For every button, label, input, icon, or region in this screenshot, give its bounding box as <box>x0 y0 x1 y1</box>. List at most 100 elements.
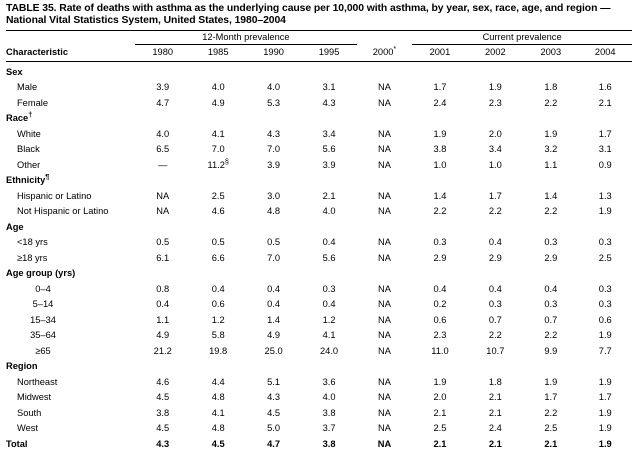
section-header-row: Sex <box>6 65 632 80</box>
section-empty-cells <box>135 65 632 80</box>
row-label-hispanic-or-latino: Hispanic or Latino <box>17 190 92 201</box>
column-header-1980: 1980 <box>152 47 174 58</box>
cell-south-2004: 1.9 <box>598 407 612 418</box>
cell-northeast-2001: 1.9 <box>433 376 447 387</box>
cell-not-hispanic-or-latino-1990: 4.8 <box>267 206 281 217</box>
cell-18-yrs-1995: 0.4 <box>322 237 336 248</box>
cell-south-2001: 2.1 <box>433 407 447 418</box>
column-header-2002: 2002 <box>485 47 506 58</box>
table-row: ≥65 21.2 19.8 25.0 24.0 NA 11.0 10.7 9.9 7.7 <box>6 344 632 359</box>
cell-total-1985: 4.5 <box>211 438 225 449</box>
cell-male-2003: 1.8 <box>544 82 558 93</box>
cell-5-14-2002: 0.3 <box>488 299 502 310</box>
cell-total-2004: 1.9 <box>598 438 612 449</box>
cell-not-hispanic-or-latino-2004: 1.9 <box>598 206 612 217</box>
cell-18-yrs-2004: 0.3 <box>598 237 612 248</box>
cell-west-1985: 4.8 <box>211 423 225 434</box>
table-row: Hispanic or Latino NA 2.5 3.0 2.1 NA 1.4 1.7 1.4… <box>6 189 632 204</box>
cell-south-1985: 4.1 <box>211 407 225 418</box>
group-header-current-prevalence: Current prevalence <box>482 32 562 43</box>
cell-15-34-2000: NA <box>378 314 391 325</box>
section-label-age-group-yrs: Age group (yrs) <box>6 268 76 279</box>
column-header-1995: 1995 <box>318 47 340 58</box>
column-header-2000: 2000* <box>372 44 397 58</box>
section-label-ethnicity: Ethnicity¶ <box>6 172 50 186</box>
row-label-male: Male <box>17 82 38 93</box>
cell-hispanic-or-latino-2004: 1.3 <box>598 190 612 201</box>
cell-0-4-1990: 0.4 <box>267 283 281 294</box>
section-empty-cells <box>135 220 632 235</box>
cell-northeast-2002: 1.8 <box>488 376 502 387</box>
row-label-18-yrs: <18 yrs <box>17 237 48 248</box>
cell-hispanic-or-latino-2002: 1.7 <box>488 190 502 201</box>
cell-total-2002: 2.1 <box>488 438 502 449</box>
group-header-row: 12-Month prevalence Current prevalence <box>6 32 632 44</box>
table-row: 35–64 4.9 5.8 4.9 4.1 NA 2.3 2.2 2.2 1.9 <box>6 328 632 343</box>
cell-0-4-1995: 0.3 <box>322 283 336 294</box>
section-header-row: Ethnicity¶ <box>6 173 632 188</box>
cell-white-1990: 4.3 <box>267 128 281 139</box>
cell-65-1990: 25.0 <box>264 345 283 356</box>
row-label-midwest: Midwest <box>17 392 52 403</box>
cell-35-64-2002: 2.2 <box>488 330 502 341</box>
cell-0-4-1980: 0.8 <box>156 283 170 294</box>
cell-35-64-1980: 4.9 <box>156 330 170 341</box>
cell-total-1995: 3.8 <box>322 438 336 449</box>
cell-15-34-2003: 0.7 <box>544 314 558 325</box>
cell-35-64-2001: 2.3 <box>433 330 447 341</box>
table-row: Female 4.7 4.9 5.3 4.3 NA 2.4 2.3 2.2 2.1 <box>6 96 632 111</box>
cell-15-34-2001: 0.6 <box>433 314 447 325</box>
cell-black-2001: 3.8 <box>433 144 447 155</box>
cell-18-yrs-2003: 2.9 <box>544 252 558 263</box>
group-underline <box>412 44 632 46</box>
table-row: <18 yrs 0.5 0.5 0.5 0.4 NA 0.3 0.4 0.3 0.3 <box>6 235 632 250</box>
cell-0-4-1985: 0.4 <box>211 283 225 294</box>
cell-15-34-2004: 0.6 <box>598 314 612 325</box>
section-header-row: Race† <box>6 111 632 126</box>
table-row: 0–4 0.8 0.4 0.4 0.3 NA 0.4 0.4 0.4 0.3 <box>6 282 632 297</box>
cell-5-14-2004: 0.3 <box>598 299 612 310</box>
cell-female-2001: 2.4 <box>433 97 447 108</box>
cell-west-2002: 2.4 <box>488 423 502 434</box>
cell-other-1980: — <box>158 159 168 170</box>
cell-female-2004: 2.1 <box>598 97 612 108</box>
cell-south-1990: 4.5 <box>267 407 281 418</box>
cell-white-2002: 2.0 <box>488 128 502 139</box>
cell-male-1985: 4.0 <box>211 82 225 93</box>
row-label-18-yrs: ≥18 yrs <box>17 252 48 263</box>
cell-black-2004: 3.1 <box>598 144 612 155</box>
cell-18-yrs-1990: 0.5 <box>267 237 281 248</box>
row-label-female: Female <box>17 97 49 108</box>
cell-65-2004: 7.7 <box>598 345 612 356</box>
table-row: ≥18 yrs 6.1 6.6 7.0 5.6 NA 2.9 2.9 2.9 2.5 <box>6 251 632 266</box>
cell-total-2000: NA <box>377 438 392 449</box>
statistics-table: 12-Month prevalence Current prevalence Cha… <box>6 30 632 451</box>
cell-male-2002: 1.9 <box>488 82 502 93</box>
cell-other-2001: 1.0 <box>433 159 447 170</box>
cell-black-2002: 3.4 <box>488 144 502 155</box>
cell-18-yrs-1985: 0.5 <box>211 237 225 248</box>
cell-hispanic-or-latino-2003: 1.4 <box>544 190 558 201</box>
group-header-12-month-prevalence: 12-Month prevalence <box>202 32 290 43</box>
cell-west-1995: 3.7 <box>322 423 336 434</box>
column-header-row: Characteristic 1980 1985 1990 1995 2000* 2001 2… <box>6 45 632 61</box>
cell-northeast-2000: NA <box>378 376 391 387</box>
table-rule <box>6 60 632 62</box>
cell-18-yrs-2004: 2.5 <box>598 252 612 263</box>
group-header-gap <box>357 33 412 44</box>
table-row: Male 3.9 4.0 4.0 3.1 NA 1.7 1.9 1.8 1.6 <box>6 80 632 95</box>
column-header-1990: 1990 <box>263 47 284 58</box>
cell-other-1995: 3.9 <box>322 159 336 170</box>
row-label-black: Black <box>17 144 40 155</box>
cell-other-2000: NA <box>378 159 391 170</box>
cell-15-34-1990: 1.4 <box>267 314 281 325</box>
row-label-other: Other <box>17 159 41 170</box>
row-label-65: ≥65 <box>35 345 51 356</box>
section-empty-cells <box>135 111 632 126</box>
table-row: White 4.0 4.1 4.3 3.4 NA 1.9 2.0 1.9 1.7 <box>6 127 632 142</box>
cell-black-1995: 5.6 <box>322 144 336 155</box>
row-label-white: White <box>17 128 41 139</box>
cell-5-14-1985: 0.6 <box>211 299 225 310</box>
section-empty-cells <box>135 173 632 188</box>
cell-midwest-2001: 2.0 <box>433 392 447 403</box>
